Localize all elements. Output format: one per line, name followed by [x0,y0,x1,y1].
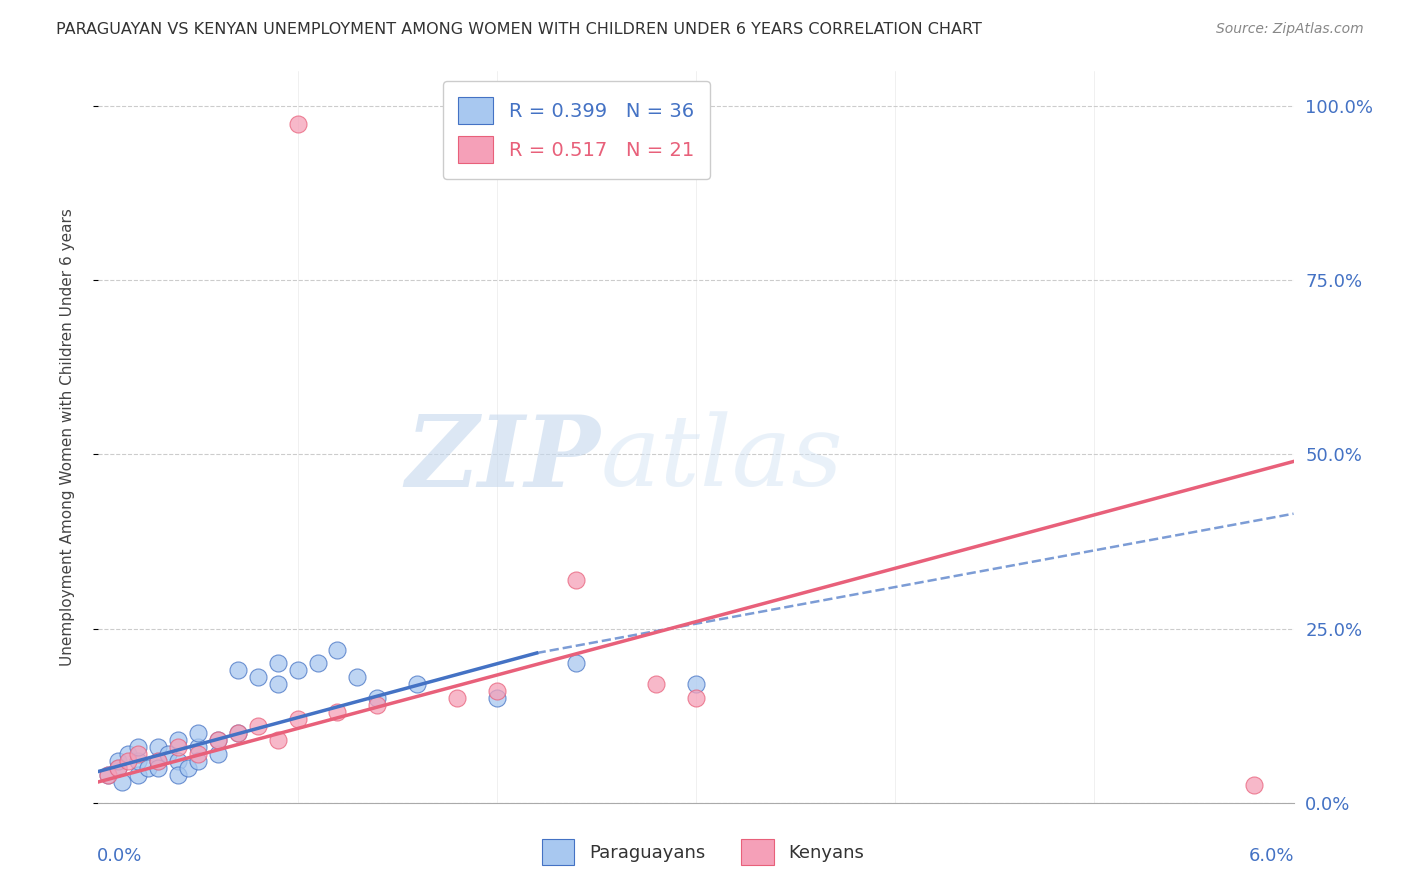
Text: atlas: atlas [600,411,844,507]
Point [287,664,309,678]
Point [287,712,309,726]
Point [148,740,170,755]
Point [187,740,209,755]
Point [565,657,588,671]
Point [246,670,269,684]
Point [326,705,349,719]
Point [207,747,229,761]
Point [187,726,209,740]
Point [207,733,229,747]
Y-axis label: Unemployment Among Women with Children Under 6 years: Unemployment Among Women with Children U… [60,208,75,666]
Point [366,698,388,713]
Text: 0.0%: 0.0% [97,847,142,864]
Point [226,664,249,678]
Point [117,747,139,761]
Point [148,761,170,775]
Legend: R = 0.399   N = 36, R = 0.517   N = 21: R = 0.399 N = 36, R = 0.517 N = 21 [443,81,710,179]
Point [167,754,190,768]
Point [117,754,139,768]
Point [127,747,149,761]
Point [136,761,159,775]
Point [127,768,149,782]
Point [267,733,290,747]
Point [207,733,229,747]
Point [107,761,129,775]
Point [326,642,349,657]
Point [565,573,588,587]
Point [167,733,190,747]
Point [148,754,170,768]
Point [187,754,209,768]
Point [645,677,668,691]
Text: Source: ZipAtlas.com: Source: ZipAtlas.com [1216,22,1364,37]
Point [287,117,309,131]
Point [97,768,120,782]
Point [107,754,129,768]
Point [97,768,120,782]
Point [446,691,468,706]
Point [127,740,149,755]
Point [685,677,707,691]
Point [148,754,170,768]
Point [177,761,200,775]
Point [246,719,269,733]
Point [406,677,429,691]
Point [685,691,707,706]
Point [187,747,209,761]
Point [485,684,508,698]
Point [346,670,368,684]
Point [167,768,190,782]
Text: PARAGUAYAN VS KENYAN UNEMPLOYMENT AMONG WOMEN WITH CHILDREN UNDER 6 YEARS CORREL: PARAGUAYAN VS KENYAN UNEMPLOYMENT AMONG … [56,22,983,37]
Point [157,747,180,761]
Point [267,677,290,691]
Point [111,775,134,789]
Text: 6.0%: 6.0% [1249,847,1295,864]
Point [307,657,329,671]
Point [267,657,290,671]
Point [107,761,129,775]
Point [366,691,388,706]
Point [226,726,249,740]
Text: ZIP: ZIP [405,411,600,508]
Point [485,691,508,706]
Point [226,726,249,740]
Point [1243,778,1265,792]
Point [167,740,190,755]
Point [127,754,149,768]
Legend: Paraguayans, Kenyans: Paraguayans, Kenyans [533,830,873,874]
